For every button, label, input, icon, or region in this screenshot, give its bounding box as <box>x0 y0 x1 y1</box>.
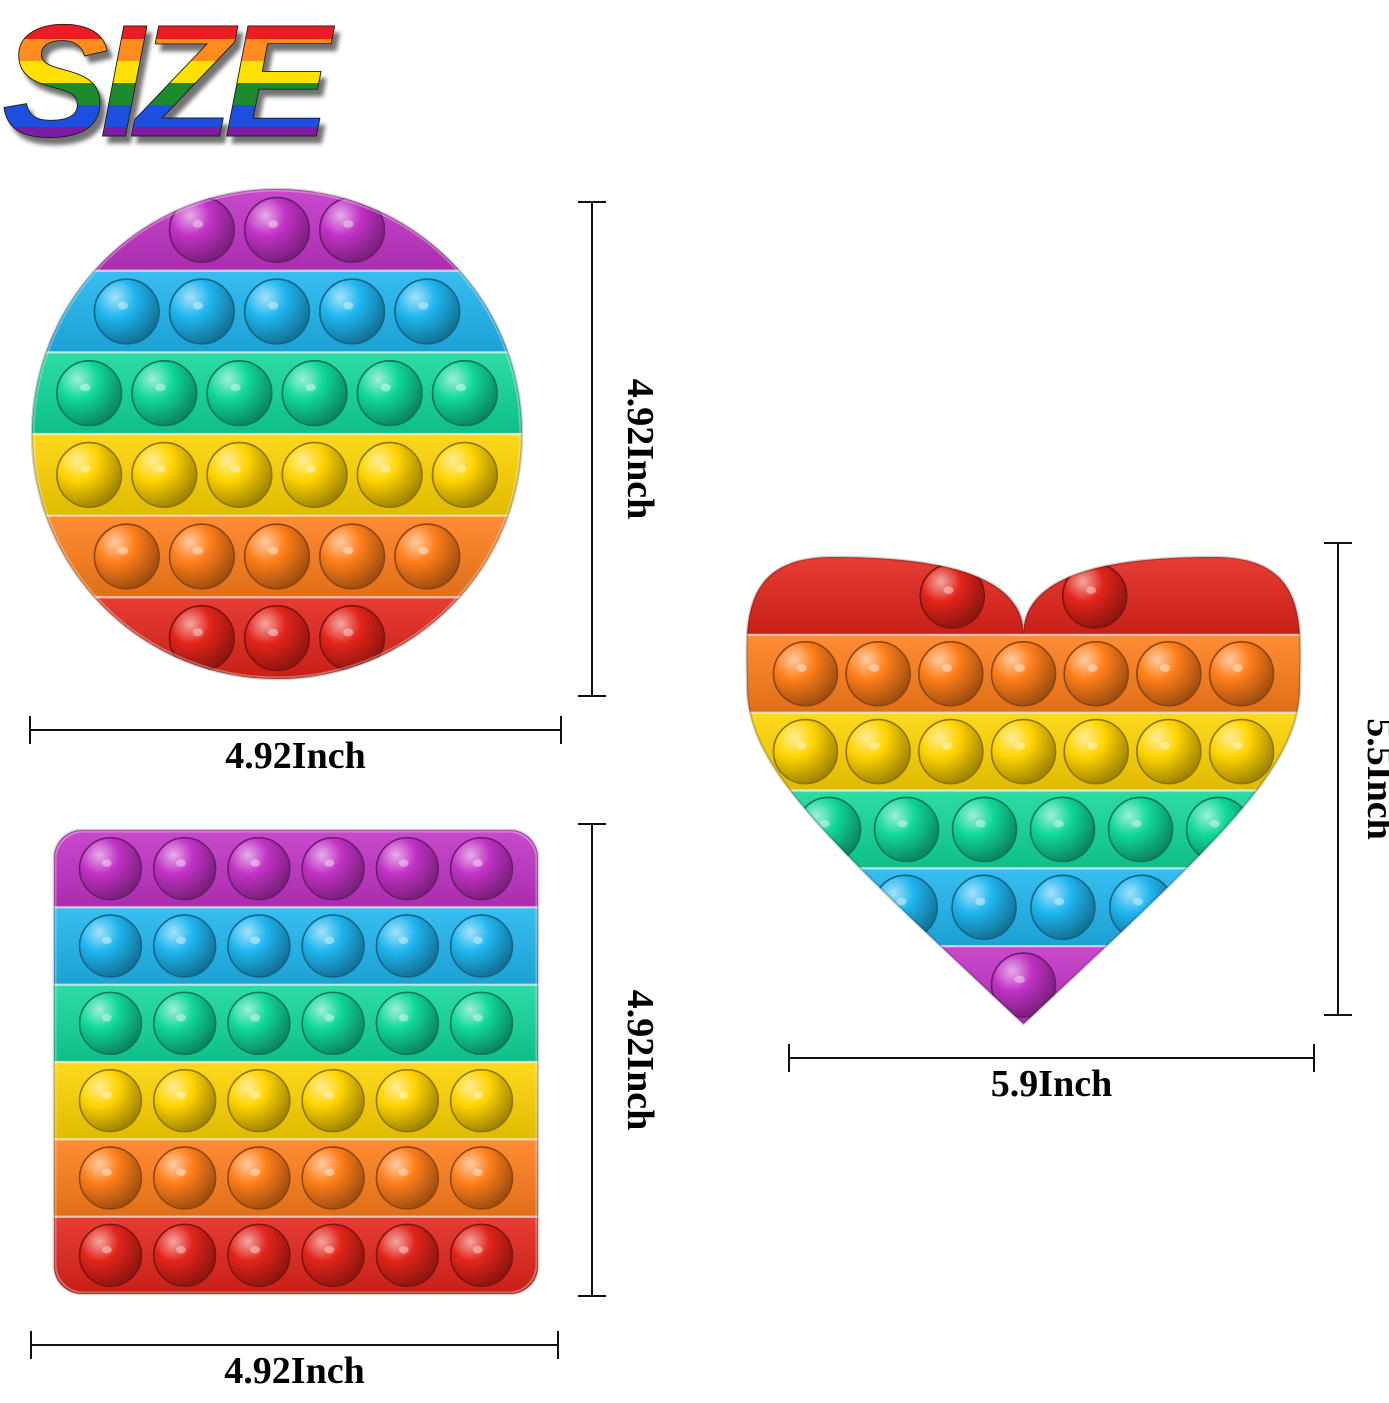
svg-text:5.9Inch: 5.9Inch <box>991 1063 1112 1105</box>
svg-text:5.5Inch: 5.5Inch <box>1359 718 1389 839</box>
svg-text:4.92Inch: 4.92Inch <box>619 990 661 1130</box>
svg-text:4.92Inch: 4.92Inch <box>225 735 365 777</box>
svg-text:4.92Inch: 4.92Inch <box>224 1350 364 1392</box>
svg-text:SIZE: SIZE <box>2 0 335 170</box>
svg-text:4.92Inch: 4.92Inch <box>619 379 661 519</box>
